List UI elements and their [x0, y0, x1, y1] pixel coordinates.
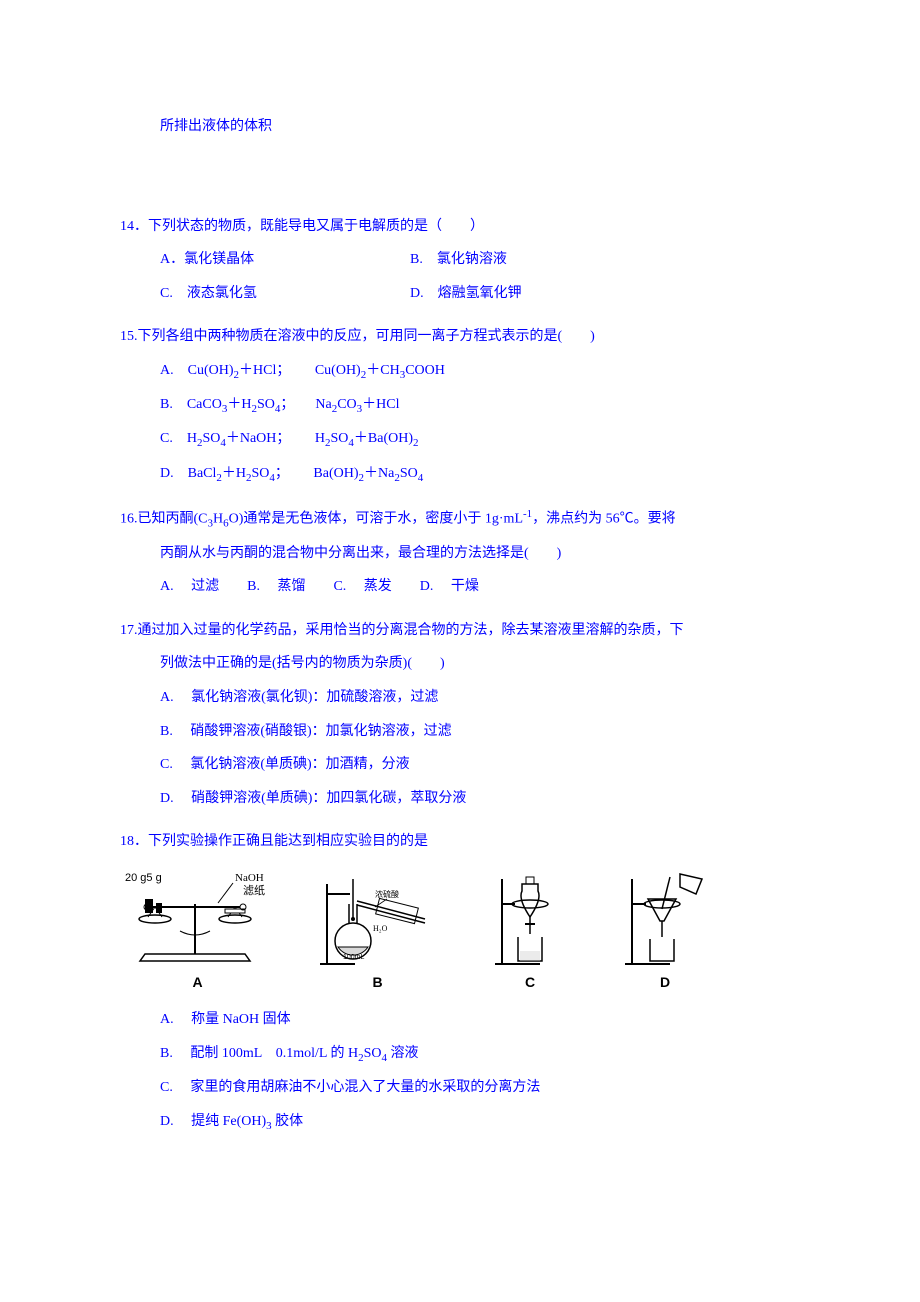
q15-C: C. H2SO4＋NaOH； H2SO4＋Ba(OH)2 — [120, 422, 830, 456]
q17-D: D. 硝酸钾溶液(单质碘)：加四氯化碳，萃取分液 — [120, 782, 830, 816]
q16: 16.已知丙酮(C3H6O)通常是无色液体，可溶于水，密度小于 1g·mL-1，… — [120, 501, 830, 604]
q15-B: B. CaCO3＋H2SO4； Na2CO3＋HCl — [120, 388, 830, 422]
sepfunnel-svg — [480, 869, 580, 969]
q18-B-1: B. 配制 100mL 0.1mol/L 的 H — [160, 1046, 358, 1061]
apparatus-balance: 20 g5 g NaOH 滤纸 — [120, 869, 275, 993]
balance-svg: 20 g5 g NaOH 滤纸 — [120, 869, 275, 969]
q17: 17.通过加入过量的化学药品，采用恰当的分离混合物的方法，除去某溶液里溶解的杂质… — [120, 614, 830, 816]
filtration-svg — [610, 869, 720, 969]
q15-C-2: SO — [202, 431, 220, 446]
q15-B-5: CO — [337, 397, 356, 412]
q17-B: B. 硝酸钾溶液(硝酸银)：加氯化钠溶液，过滤 — [120, 715, 830, 749]
q15-C-4: SO — [331, 431, 349, 446]
q14: 14．下列状态的物质，既能导电又属于电解质的是（ ） A．氯化镁晶体 B. 氯化… — [120, 210, 830, 311]
q14-B-text: 氯化钠溶液 — [437, 252, 507, 267]
q18-D: D. 提纯 Fe(OH)3 胶体 — [120, 1105, 830, 1139]
spacer — [120, 144, 830, 200]
q16-s2: H — [213, 511, 223, 526]
q18-B-3: 溶液 — [387, 1046, 419, 1061]
q17-stem2: 列做法中正确的是(括号内的物质为杂质)( ) — [120, 647, 830, 681]
q15-B-4: ； Na — [280, 397, 331, 412]
q18-C: C. 家里的食用胡麻油不小心混入了大量的水采取的分离方法 — [120, 1071, 830, 1105]
h2o-label: H₂O — [373, 924, 388, 933]
q16-stem1: 16.已知丙酮(C3H6O)通常是无色液体，可溶于水，密度小于 1g·mL-1，… — [120, 501, 830, 537]
q18: 18．下列实验操作正确且能达到相应实验目的的是 20 g5 g NaOH 滤纸 — [120, 825, 830, 1139]
label-B: B — [372, 971, 382, 993]
distillation-svg: 100mL H₂O 浓硫酸 — [305, 869, 450, 969]
flask-label: 100mL — [343, 954, 365, 961]
apparatus-sep-funnel: C — [480, 869, 580, 993]
q15-A-4: COOH — [405, 363, 445, 378]
q18-stem: 18．下列实验操作正确且能达到相应实验目的的是 — [120, 825, 830, 859]
q17-A: A. 氯化钠溶液(氯化钡)：加硫酸溶液，过滤 — [120, 681, 830, 715]
q17-stem1: 17.通过加入过量的化学药品，采用恰当的分离混合物的方法，除去某溶液里溶解的杂质… — [120, 614, 830, 648]
q15: 15.下列各组中两种物质在溶液中的反应，可用同一离子方程式表示的是( ) A. … — [120, 320, 830, 490]
q15-A: A. Cu(OH)2＋HCl； Cu(OH)2＋CH3COOH — [120, 354, 830, 388]
q14-B: B. 氯化钠溶液 — [410, 243, 507, 277]
q14-A: A．氯化镁晶体 — [160, 243, 410, 277]
q14-row1: A．氯化镁晶体 B. 氯化钠溶液 — [120, 243, 830, 277]
q18-D-1: D. 提纯 Fe(OH) — [160, 1114, 266, 1129]
q15-C-1: C. H — [160, 431, 197, 446]
q15-D-6: SO — [400, 466, 418, 481]
apparatus-filtration: D — [610, 869, 720, 993]
apparatus-distillation: 100mL H₂O 浓硫酸 B — [305, 869, 450, 993]
q15-D: D. BaCl2＋H2SO4； Ba(OH)2＋Na2SO4 — [120, 457, 830, 491]
q18-A: A. 称量 NaOH 固体 — [120, 1003, 830, 1037]
paper-label: 滤纸 — [243, 884, 265, 897]
q14-C-text: 液态氯化氢 — [187, 286, 257, 301]
q18-images: 20 g5 g NaOH 滤纸 — [120, 869, 830, 993]
q15-C-3: ＋NaOH； H — [226, 431, 325, 446]
q15-stem: 15.下列各组中两种物质在溶液中的反应，可用同一离子方程式表示的是( ) — [120, 320, 830, 354]
label-D: D — [660, 971, 670, 993]
acid-label: 浓硫酸 — [375, 889, 399, 899]
q15-A-1: A. Cu(OH) — [160, 363, 234, 378]
q15-A-2: ＋HCl； Cu(OH) — [239, 363, 361, 378]
q16-s4: ，沸点约为 56℃。要将 — [532, 511, 676, 526]
q15-D-3: SO — [252, 466, 270, 481]
q15-D-4: ； Ba(OH) — [275, 466, 359, 481]
q14-D-text: 熔融氢氧化钾 — [438, 286, 522, 301]
q15-B-2: ＋H — [227, 397, 251, 412]
q15-A-3: ＋CH — [366, 363, 399, 378]
q18-B-2: SO — [364, 1046, 382, 1061]
q16-s3: O)通常是无色液体，可溶于水，密度小于 1g·mL — [229, 511, 523, 526]
q15-D-5: ＋Na — [364, 466, 394, 481]
label-C: C — [525, 971, 535, 993]
q14-D: D. 熔融氢氧化钾 — [410, 277, 522, 311]
naoh-label: NaOH — [235, 872, 264, 884]
q15-C-5: ＋Ba(OH) — [354, 431, 413, 446]
q14-A-text: 氯化镁晶体 — [184, 252, 254, 267]
fragment-line: 所排出液体的体积 — [120, 110, 830, 144]
q15-B-6: ＋HCl — [362, 397, 399, 412]
weights-label: 20 g5 g — [125, 872, 162, 884]
q16-options: A. 过滤 B. 蒸馏 C. 蒸发 D. 干燥 — [120, 570, 830, 604]
q14-stem: 14．下列状态的物质，既能导电又属于电解质的是（ ） — [120, 210, 830, 244]
q15-D-2: ＋H — [222, 466, 246, 481]
q15-D-1: D. BaCl — [160, 466, 216, 481]
q16-s1: 16.已知丙酮(C — [120, 511, 208, 526]
q14-row2: C. 液态氯化氢 D. 熔融氢氧化钾 — [120, 277, 830, 311]
q15-B-3: SO — [257, 397, 275, 412]
q15-B-1: B. CaCO — [160, 397, 222, 412]
label-A: A — [192, 971, 202, 993]
q16-stem2: 丙酮从水与丙酮的混合物中分离出来，最合理的方法选择是( ) — [120, 537, 830, 571]
q18-D-2: 胶体 — [272, 1114, 304, 1129]
q18-B: B. 配制 100mL 0.1mol/L 的 H2SO4 溶液 — [120, 1037, 830, 1071]
q14-C: C. 液态氯化氢 — [160, 277, 410, 311]
q17-C: C. 氯化钠溶液(单质碘)：加酒精，分液 — [120, 748, 830, 782]
